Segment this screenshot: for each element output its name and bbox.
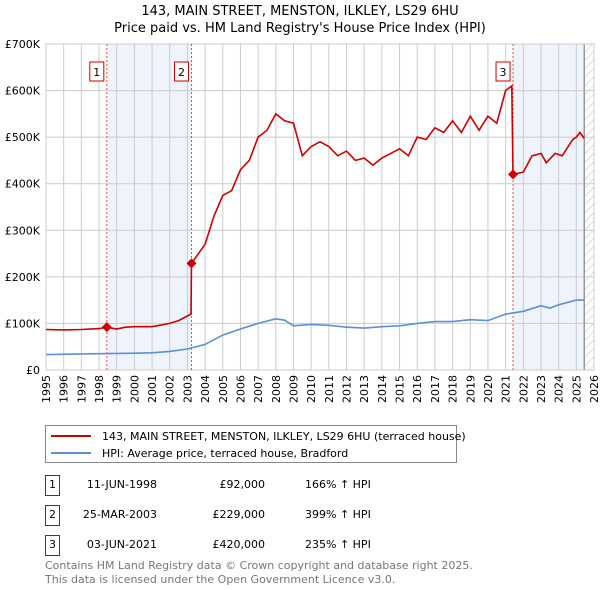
sale-point (101, 322, 112, 333)
y-tick-label: £400K (5, 178, 41, 191)
x-tick-label: 2009 (287, 375, 300, 403)
x-tick-label: 2022 (517, 375, 530, 403)
x-tick-label: 2007 (252, 375, 265, 403)
sale-hpi: 235% ↑ HPI (305, 538, 371, 551)
y-tick-label: £500K (5, 131, 41, 144)
legend: 143, MAIN STREET, MENSTON, ILKLEY, LS29 … (45, 425, 466, 463)
y-tick-label: £700K (5, 38, 41, 51)
sale-label: 3 (500, 66, 507, 79)
x-tick-label: 2020 (482, 375, 495, 403)
x-tick-label: 2002 (164, 375, 177, 403)
x-tick-label: 2012 (341, 375, 354, 403)
forecast-hatch (584, 44, 594, 370)
sale-date: 03-JUN-2021 (86, 538, 157, 551)
sale-label: 2 (178, 66, 185, 79)
chart-title: 143, MAIN STREET, MENSTON, ILKLEY, LS29 … (141, 4, 459, 19)
x-tick-label: 1995 (40, 375, 53, 403)
shaded-region (513, 44, 585, 370)
sale-label-box (173, 61, 189, 82)
x-tick-label: 1997 (75, 375, 88, 403)
sale-label-box (89, 61, 105, 82)
x-tick-label: 1996 (58, 375, 71, 403)
x-tick-label: 1998 (93, 375, 106, 403)
sale-label: 1 (93, 66, 100, 79)
x-tick-label: 2008 (270, 375, 283, 403)
x-tick-label: 2003 (181, 375, 194, 403)
y-tick-label: £100K (5, 317, 41, 330)
sale-hpi: 399% ↑ HPI (305, 508, 371, 521)
y-tick-label: £200K (5, 271, 41, 284)
x-tick-label: 2006 (234, 375, 247, 403)
sale-marker-box: 3 (45, 535, 60, 556)
sale-label-box (495, 61, 511, 82)
footer-copyright: Contains HM Land Registry data © Crown c… (45, 559, 473, 572)
legend-label-hpi: HPI: Average price, terraced house, Brad… (102, 446, 349, 460)
legend-swatch-hpi (51, 452, 91, 454)
x-tick-label: 2016 (411, 375, 424, 403)
plot-border (45, 43, 595, 371)
legend-label-price: 143, MAIN STREET, MENSTON, ILKLEY, LS29 … (102, 429, 466, 443)
x-tick-label: 2018 (447, 375, 460, 403)
y-tick-label: £0 (26, 364, 40, 377)
chart-subtitle: Price paid vs. HM Land Registry's House … (114, 21, 486, 36)
table-row: 2 25-MAR-2003 £229,000 399% ↑ HPI (45, 505, 445, 526)
footer-licence: This data is licensed under the Open Gov… (45, 573, 396, 586)
shaded-region (106, 44, 192, 370)
hpi-series-line (45, 299, 585, 356)
sale-hpi: 166% ↑ HPI (305, 478, 371, 491)
x-tick-label: 2023 (535, 375, 548, 403)
y-tick-label: £300K (5, 224, 41, 237)
x-tick-label: 2001 (146, 375, 159, 403)
line-chart: 1995 1996 1997 1998 1999 2000 2001 2002 2003 2004… (5, 38, 600, 403)
x-tick-label: 2013 (358, 375, 371, 403)
x-tick-label: 2025 (570, 375, 583, 403)
x-tick-label: 2026 (588, 375, 600, 403)
sale-date: 11-JUN-1998 (86, 478, 157, 491)
y-tick-label: £600K (5, 85, 41, 98)
sale-date: 25-MAR-2003 (82, 508, 157, 521)
x-tick-label: 2005 (217, 375, 230, 403)
x-tick-label: 2015 (394, 375, 407, 403)
x-tick-label: 2011 (323, 375, 336, 403)
legend-swatch-price (51, 435, 91, 437)
sale-point (186, 258, 197, 269)
sale-point (508, 169, 519, 180)
x-tick-label: 2017 (429, 375, 442, 403)
table-row: 1 11-JUN-1998 £92,000 166% ↑ HPI (45, 475, 445, 496)
x-tick-label: 1999 (111, 375, 124, 403)
sale-price: £92,000 (219, 478, 266, 491)
sale-price: £229,000 (212, 508, 266, 521)
x-tick-label: 2000 (128, 375, 141, 403)
x-tick-label: 2021 (500, 375, 513, 403)
table-row: 3 03-JUN-2021 £420,000 235% ↑ HPI (45, 535, 445, 556)
x-tick-label: 2019 (464, 375, 477, 403)
sale-marker-box: 2 (45, 505, 60, 526)
x-tick-label: 2014 (376, 375, 389, 403)
x-tick-label: 2004 (199, 375, 212, 403)
x-tick-label: 2010 (305, 375, 318, 403)
sale-price: £420,000 (212, 538, 266, 551)
sale-marker-box: 1 (45, 475, 60, 496)
x-tick-label: 2024 (553, 375, 566, 403)
